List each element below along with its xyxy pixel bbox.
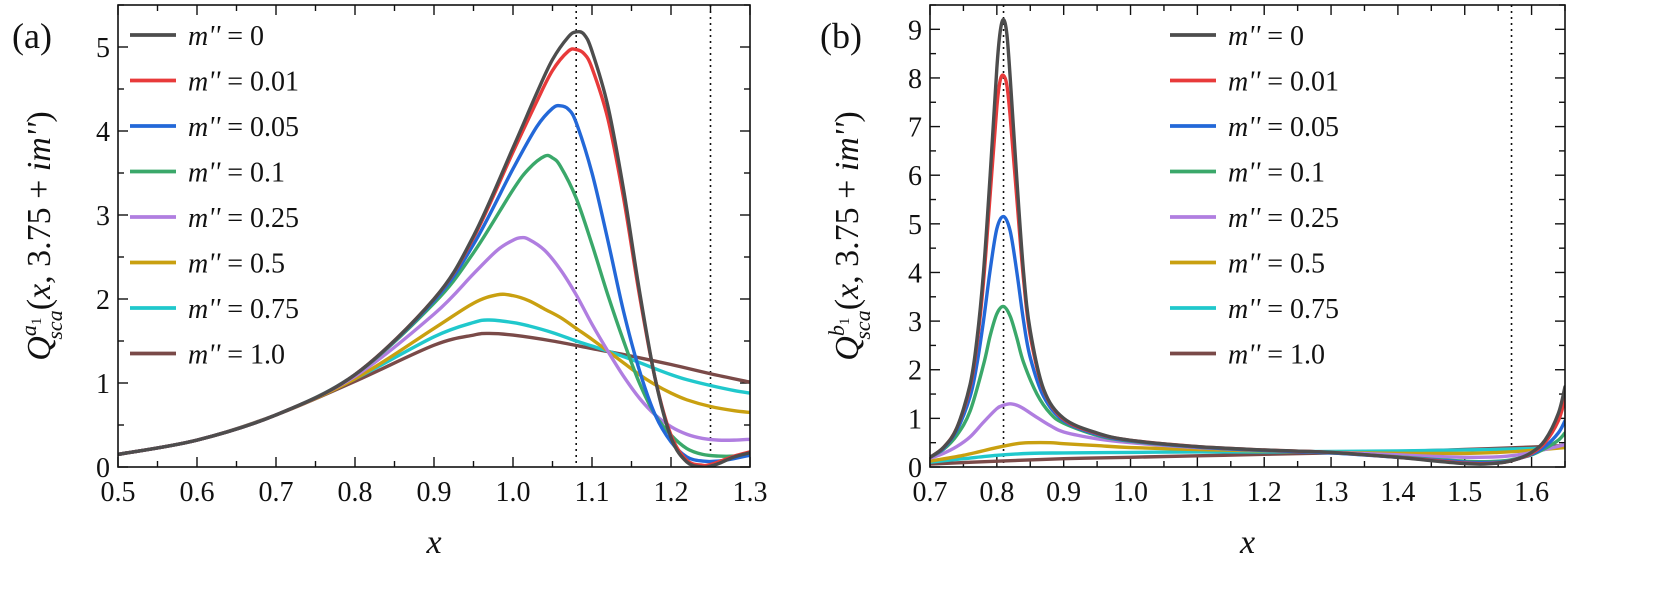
y-tick-label: 3 — [908, 307, 922, 338]
x-tick-label: 1.3 — [733, 477, 768, 508]
legend-label: m'' = 0.1 — [188, 158, 285, 189]
legend-label: m'' = 0.1 — [1228, 158, 1325, 189]
y-tick-label: 5 — [96, 33, 110, 64]
series-group — [930, 17, 1565, 466]
chart-panel-b: 0.7 0.8 0.9 1.0 1.1 1.2 1.3 1.4 1.5 1.6 0 1 2 3 4 5 6 7 8 9… — [820, 4, 1566, 561]
y-tick-label: 6 — [908, 161, 922, 192]
x-tick-label: 0.7 — [259, 477, 294, 508]
x-tick-label: 1.2 — [654, 477, 689, 508]
x-tick-label: 0.9 — [1046, 477, 1081, 508]
x-tick-label: 1.6 — [1514, 477, 1549, 508]
panel-label: (b) — [820, 16, 862, 56]
legend-label: m'' = 0.5 — [188, 249, 285, 280]
legend-label: m'' = 0.25 — [188, 203, 299, 234]
y-axis-label: Qa1sca(x, 3.75 + im'') — [16, 111, 67, 360]
series-line — [118, 292, 750, 457]
legend-label: m'' = 0.25 — [1228, 203, 1339, 234]
x-tick-label: 0.6 — [180, 477, 215, 508]
y-tick-label: 0 — [96, 453, 110, 484]
series-line — [930, 445, 1565, 464]
series-line — [930, 402, 1565, 460]
x-axis-label: x — [425, 524, 441, 561]
x-tick-label: 1.1 — [575, 477, 610, 508]
legend-label: m'' = 0.05 — [1228, 112, 1339, 143]
y-axis-label: Qb1sca(x, 3.75 + im'') — [824, 111, 875, 360]
series-line — [118, 235, 750, 457]
x-tick-label: 1.0 — [496, 477, 531, 508]
y-tick-label: 1 — [908, 404, 922, 435]
y-tick-label: 2 — [96, 285, 110, 316]
x-tick-label: 0.8 — [338, 477, 373, 508]
x-tick-label: 1.0 — [1113, 477, 1148, 508]
chart-panel-a: 0.5 0.6 0.7 0.8 0.9 1.0 1.1 1.2 1.3 0 1 2 3 4 5 m'' = 0… — [12, 4, 768, 561]
y-tick-label: 4 — [908, 258, 922, 289]
y-tick-label: 8 — [908, 64, 922, 95]
legend: m'' = 0 m'' = 0.01 m'' = 0.05 m'' = 0.1 m'' … — [130, 21, 299, 371]
x-tick-label: 0.8 — [979, 477, 1014, 508]
x-tick-label: 0.9 — [417, 477, 452, 508]
legend-label: m'' = 1.0 — [188, 340, 285, 371]
x-tick-label: 1.5 — [1447, 477, 1482, 508]
y-tick-label: 4 — [96, 117, 110, 148]
legend: m'' = 0 m'' = 0.01 m'' = 0.05 m'' = 0.1 m'' … — [1170, 21, 1339, 371]
x-tick-label: 1.2 — [1247, 477, 1282, 508]
x-tick-label: 0.7 — [913, 477, 948, 508]
plot-frame — [117, 4, 751, 468]
y-tick-label: 2 — [908, 356, 922, 387]
y-tick-label: 0 — [908, 453, 922, 484]
y-tick-label: 7 — [908, 113, 922, 144]
y-tick-label: 3 — [96, 201, 110, 232]
legend-label: m'' = 1.0 — [1228, 340, 1325, 371]
legend-label: m'' = 0.05 — [188, 112, 299, 143]
x-tick-label: 0.5 — [101, 477, 136, 508]
series-line — [930, 17, 1565, 466]
y-tick-label: 1 — [96, 369, 110, 400]
legend-label: m'' = 0.01 — [188, 67, 299, 98]
x-axis-label: x — [1239, 524, 1255, 561]
legend-label: m'' = 0.01 — [1228, 67, 1339, 98]
legend-label: m'' = 0 — [188, 21, 264, 52]
series-group — [118, 29, 750, 467]
legend-label: m'' = 0.75 — [188, 294, 299, 325]
x-tick-label: 1.1 — [1180, 477, 1215, 508]
legend-label: m'' = 0.75 — [1228, 294, 1339, 325]
y-tick-label: 9 — [908, 15, 922, 46]
panel-label: (a) — [12, 16, 52, 56]
legend-label: m'' = 0 — [1228, 21, 1304, 52]
plot-frame — [929, 4, 1566, 468]
series-line — [930, 440, 1565, 463]
x-tick-label: 1.3 — [1314, 477, 1349, 508]
y-tick-label: 5 — [908, 210, 922, 241]
legend-label: m'' = 0.5 — [1228, 249, 1325, 280]
x-tick-label: 1.4 — [1380, 477, 1415, 508]
